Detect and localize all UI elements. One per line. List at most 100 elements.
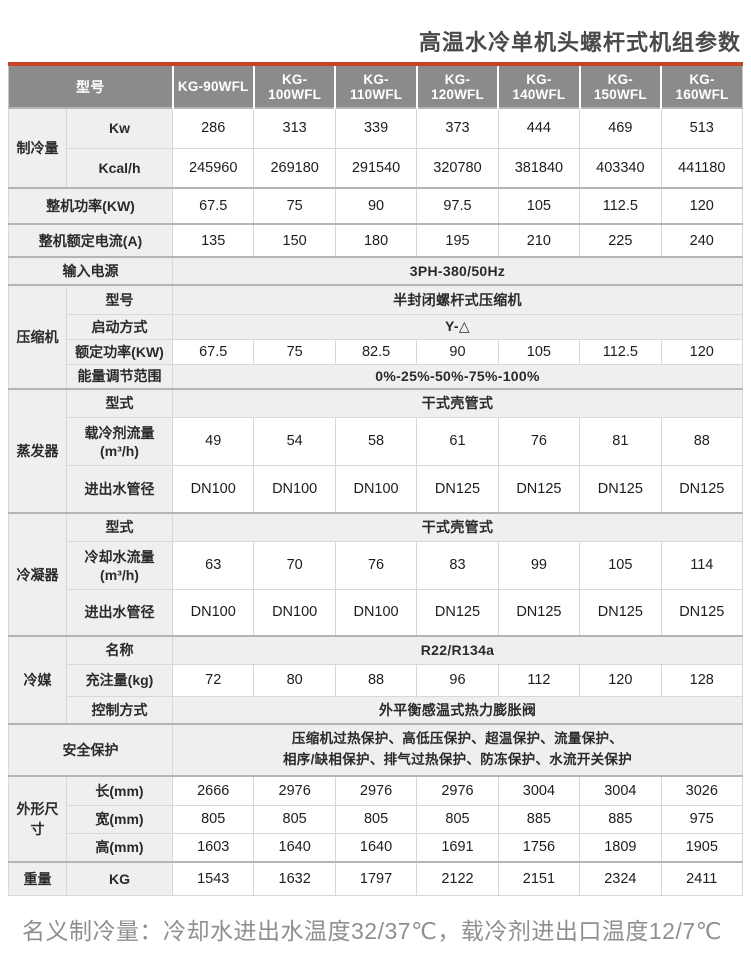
row-label-cell: 冷却水流量(m³/h) xyxy=(66,540,173,590)
value-cell: 76 xyxy=(334,540,418,590)
value-cell: 1809 xyxy=(579,832,662,863)
value-cell: 96 xyxy=(416,663,499,697)
group-label-cell: 蒸发器 xyxy=(8,388,67,514)
table-row: 冷凝器 型式 干式壳管式 xyxy=(8,512,743,637)
value-cell: 3026 xyxy=(660,775,744,806)
value-cell: 210 xyxy=(497,223,581,258)
value-cell: 90 xyxy=(334,187,418,225)
merged-value-cell: 干式壳管式 xyxy=(172,512,743,542)
value-cell: DN100 xyxy=(171,464,255,514)
row-label-cell: 型式 xyxy=(66,388,173,418)
value-cell: 320780 xyxy=(416,147,499,189)
group-label-cell: 重量 xyxy=(8,861,67,896)
value-cell: DN100 xyxy=(253,588,336,637)
row-label-cell: 型式 xyxy=(66,512,173,542)
value-cell: 1905 xyxy=(660,832,744,863)
value-cell: 58 xyxy=(334,416,418,466)
value-cell: 805 xyxy=(334,804,418,834)
value-cell: 97.5 xyxy=(416,187,499,225)
value-cell: 195 xyxy=(416,223,499,258)
value-cell: 885 xyxy=(579,804,662,834)
model-header-cell: 型号 xyxy=(8,66,173,108)
row-label-cell: 型号 xyxy=(66,284,173,315)
value-cell: 99 xyxy=(497,540,581,590)
value-cell: 114 xyxy=(660,540,744,590)
row-label-cell: 输入电源 xyxy=(8,256,173,286)
value-cell: 80 xyxy=(253,663,336,697)
value-cell: 381840 xyxy=(497,147,581,189)
value-cell: 240 xyxy=(660,223,744,258)
group-label-cell: 压缩机 xyxy=(8,284,67,390)
row-label-cell: 整机功率(KW) xyxy=(8,187,173,225)
value-cell: 88 xyxy=(334,663,418,697)
value-cell: 885 xyxy=(497,804,581,834)
table-row: 额定功率(KW) 67.5 75 82.5 90 105 112.5 120 xyxy=(9,338,744,365)
table-row: Kcal/h 245960 269180 291540 320780 381840 4033… xyxy=(9,147,744,189)
value-cell: 1640 xyxy=(334,832,418,863)
value-cell: 90 xyxy=(416,338,499,365)
value-cell: 54 xyxy=(253,416,336,466)
spec-sheet: 高温水冷单机头螺杆式机组参数 型号 KG-90WFL KG-100WFL KG-11… xyxy=(8,28,744,946)
table-row: 重量 KG 1543 1632 1797 2122 2151 2324 2411 xyxy=(8,861,744,896)
row-label-cell: 整机额定电流(A) xyxy=(8,223,173,258)
value-cell: DN125 xyxy=(497,588,581,637)
table-row: 能量调节范围 0%-25%-50%-75%-100% xyxy=(9,363,743,390)
value-cell: DN125 xyxy=(497,464,581,514)
table-row: 冷却水流量(m³/h) 63 70 76 83 99 105 114 xyxy=(9,540,744,590)
value-cell: 76 xyxy=(497,416,581,466)
table-row: 进出水管径 DN100 DN100 DN100 DN125 DN125 DN125 DN125 xyxy=(9,588,744,637)
merged-value-cell: Y-△ xyxy=(172,313,743,340)
value-cell: 286 xyxy=(171,107,255,149)
table-row: 整机额定电流(A) 135 150 180 195 210 225 240 xyxy=(8,223,744,258)
table-row: 外形尺寸 长(mm) 2666 2976 2976 2976 3004 3004 3026 xyxy=(8,775,744,863)
table-row: 压缩机 型号 半封闭螺杆式压缩机 xyxy=(8,284,743,390)
merged-value-cell: 干式壳管式 xyxy=(172,388,743,418)
value-cell: 2122 xyxy=(416,861,499,896)
value-cell: 225 xyxy=(579,223,662,258)
row-label-cell: 安全保护 xyxy=(8,723,173,777)
value-cell: 403340 xyxy=(579,147,662,189)
accent-bar xyxy=(8,62,743,66)
value-cell: 67.5 xyxy=(171,338,255,365)
row-label-cell: KG xyxy=(66,861,173,896)
value-cell: DN100 xyxy=(253,464,336,514)
value-cell: 112 xyxy=(497,663,581,697)
value-cell: 269180 xyxy=(253,147,336,189)
value-cell: DN100 xyxy=(334,588,418,637)
row-label-cell: 进出水管径 xyxy=(66,588,173,637)
row-label-cell: 宽(mm) xyxy=(66,804,173,834)
table-row: 冷媒 名称 R22/R134a xyxy=(8,635,743,725)
value-cell: 112.5 xyxy=(579,187,662,225)
page-title: 高温水冷单机头螺杆式机组参数 xyxy=(418,30,741,55)
merged-value-cell: 外平衡感温式热力膨胀阀 xyxy=(172,695,743,725)
value-cell: 70 xyxy=(253,540,336,590)
row-label-cell: 高(mm) xyxy=(66,832,173,863)
value-cell: 81 xyxy=(579,416,662,466)
value-cell: DN125 xyxy=(660,588,744,637)
table-row: 制冷量 Kw 286 313 339 373 444 469 513 xyxy=(8,107,744,189)
value-cell: 1632 xyxy=(253,861,336,896)
value-cell: 120 xyxy=(660,338,744,365)
group-label-cell: 冷媒 xyxy=(8,635,67,725)
value-cell: 75 xyxy=(253,187,336,225)
row-label-cell: Kcal/h xyxy=(66,147,173,189)
model-header-cell: KG-160WFL xyxy=(660,66,743,108)
value-cell: 135 xyxy=(171,223,255,258)
value-cell: 120 xyxy=(579,663,662,697)
value-cell: 1691 xyxy=(416,832,499,863)
value-cell: 105 xyxy=(579,540,662,590)
table-row: 蒸发器 型式 干式壳管式 xyxy=(8,388,743,514)
merged-value-cell: 3PH-380/50Hz xyxy=(172,256,743,286)
value-cell: 339 xyxy=(334,107,418,149)
footnote: 名义制冷量：冷却水进出水温度32/37℃，载冷剂进出口温度12/7℃ xyxy=(22,917,722,944)
value-cell: 3004 xyxy=(579,775,662,806)
value-cell: 1603 xyxy=(171,832,255,863)
table-row: 安全保护 压缩机过热保护、高低压保护、超温保护、流量保护、 相序/缺相保护、排气过热… xyxy=(8,723,743,777)
table-row: 启动方式 Y-△ xyxy=(9,313,743,340)
value-cell: 2976 xyxy=(416,775,499,806)
value-cell: 49 xyxy=(171,416,255,466)
model-header-cell: KG-110WFL xyxy=(334,66,417,108)
value-cell: 128 xyxy=(660,663,744,697)
value-cell: DN125 xyxy=(660,464,744,514)
value-cell: 805 xyxy=(416,804,499,834)
